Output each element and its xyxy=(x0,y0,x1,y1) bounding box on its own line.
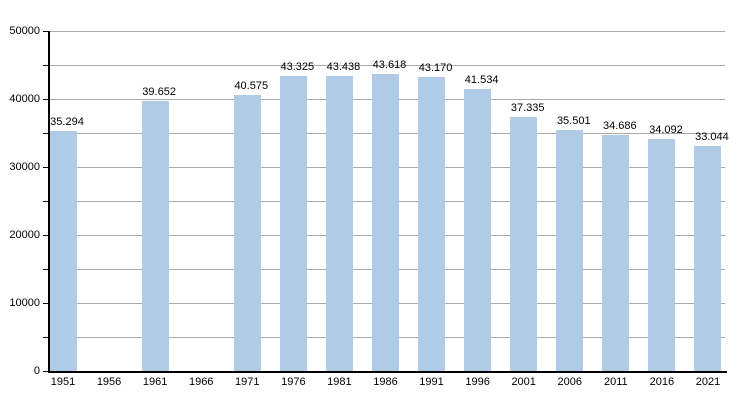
x-axis-label-1951: 1951 xyxy=(50,376,76,388)
bar-value-label-2001: 37.335 xyxy=(510,102,545,115)
bar-1971 xyxy=(233,95,261,371)
y-axis-label-10000: 10000 xyxy=(9,297,40,309)
y-tick-15000 xyxy=(43,269,49,270)
bar-value-label-1986: 43.618 xyxy=(372,59,407,72)
y-axis-label-40000: 40000 xyxy=(9,93,40,105)
y-axis-label-0: 0 xyxy=(33,365,40,377)
bar-1991 xyxy=(418,77,446,371)
bar-1951 xyxy=(50,131,77,371)
bar-value-label-1961: 39.652 xyxy=(142,86,176,99)
y-tick-50000 xyxy=(43,31,49,32)
x-axis-label-1981: 1981 xyxy=(327,376,352,388)
y-tick-45000 xyxy=(43,65,49,66)
bar-value-label-1976: 43.325 xyxy=(280,61,315,74)
x-axis-label-1956: 1956 xyxy=(96,376,122,388)
bar-1996 xyxy=(464,88,492,371)
y-axis-label-30000: 30000 xyxy=(9,161,40,173)
bar-1986 xyxy=(371,74,399,371)
x-axis-label-1971: 1971 xyxy=(235,376,260,388)
y-tick-0 xyxy=(43,371,49,372)
gridline-50000 xyxy=(50,31,725,32)
y-tick-20000 xyxy=(43,235,49,236)
gridline-45000 xyxy=(50,65,725,66)
x-axis-label-1976: 1976 xyxy=(281,376,306,388)
bar-value-label-1996: 41.534 xyxy=(464,73,499,86)
x-axis-label-2001: 2001 xyxy=(511,376,536,388)
x-axis-label-2021: 2021 xyxy=(695,376,721,388)
y-axis-label-50000: 50000 xyxy=(9,25,40,37)
bar-2001 xyxy=(510,117,538,371)
bar-1981 xyxy=(325,75,353,371)
x-axis-label-2016: 2016 xyxy=(649,376,675,388)
y-tick-25000 xyxy=(43,201,49,202)
y-tick-5000 xyxy=(43,337,49,338)
x-axis-label-2011: 2011 xyxy=(604,376,628,388)
y-tick-35000 xyxy=(43,133,49,134)
bar-1976 xyxy=(279,76,307,371)
y-tick-10000 xyxy=(43,303,49,304)
y-tick-40000 xyxy=(43,99,49,100)
x-axis-label-1986: 1986 xyxy=(373,376,398,388)
bar-value-label-1981: 43.438 xyxy=(326,60,361,73)
bar-1961 xyxy=(141,101,169,371)
bar-2016 xyxy=(648,139,676,371)
x-axis-label-1961: 1961 xyxy=(142,376,168,388)
bar-value-label-2011: 34.686 xyxy=(603,120,637,133)
bar-2021 xyxy=(694,146,722,371)
x-axis-label-1966: 1966 xyxy=(188,376,214,388)
bar-value-label-1991: 43.170 xyxy=(418,62,453,75)
x-axis-label-1991: 1991 xyxy=(419,376,444,388)
x-axis-label-2006: 2006 xyxy=(557,376,582,388)
plot-area: 35.294 39.652 40.575 43.325 43.438 43.618 43.1… xyxy=(48,31,729,373)
bar-value-label-2006: 35.501 xyxy=(556,114,591,127)
bar-value-label-2021: 33.044 xyxy=(695,131,729,144)
y-tick-30000 xyxy=(43,167,49,168)
bar-value-label-1951: 35.294 xyxy=(50,116,84,129)
bar-value-label-1971: 40.575 xyxy=(234,80,269,93)
x-axis-label-1996: 1996 xyxy=(465,376,490,388)
y-axis-label-20000: 20000 xyxy=(9,229,40,241)
bar-2011 xyxy=(602,135,630,371)
bar-2006 xyxy=(556,129,584,371)
bar-value-label-2016: 34.092 xyxy=(649,124,683,137)
